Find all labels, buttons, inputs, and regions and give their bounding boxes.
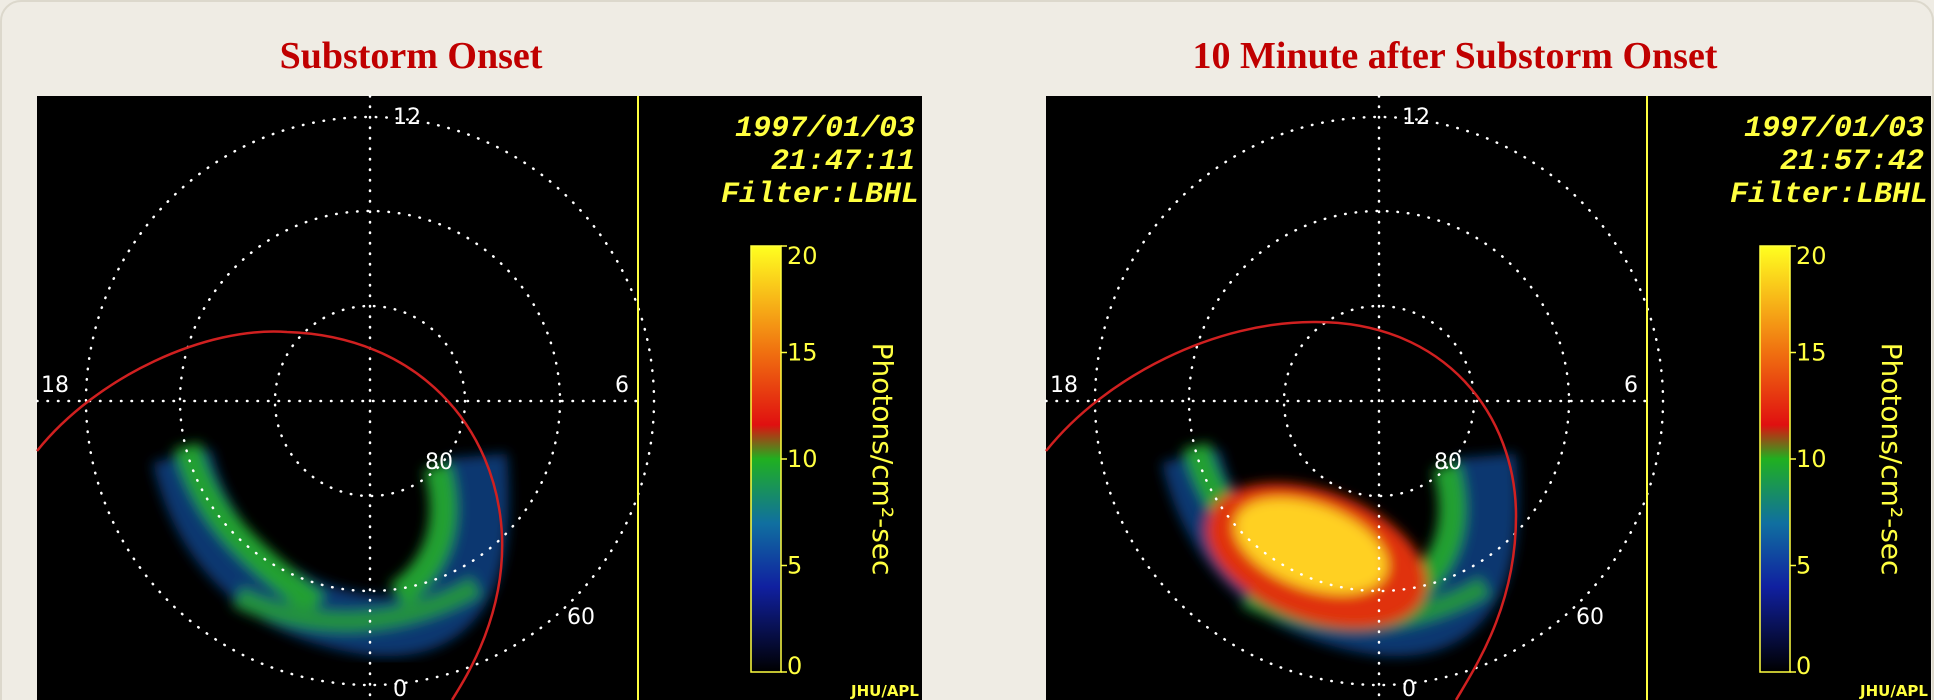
- grid-label: 60: [1576, 605, 1604, 630]
- credit: JHU/APL: [850, 682, 919, 700]
- colorbar-tick-label: 0: [787, 652, 802, 680]
- colorbar-tick-label: 5: [1796, 552, 1811, 580]
- colorbar-label: Photons/cm²-sec: [1875, 343, 1908, 576]
- grid-label: 18: [41, 373, 69, 398]
- panel-title: Substorm Onset: [280, 35, 543, 77]
- colorbar-tick-label: 10: [1796, 445, 1827, 473]
- grid-label: 60: [567, 605, 595, 630]
- colorbar-tick-label: 15: [787, 339, 818, 367]
- colorbar-tick-label: 20: [787, 242, 818, 270]
- figure: Substorm Onset12186080601997/01/0321:47:…: [0, 0, 1934, 700]
- grid-label: 80: [1434, 450, 1462, 475]
- grid-label: 80: [425, 450, 453, 475]
- grid-label: 0: [1402, 677, 1416, 700]
- grid-label: 18: [1050, 373, 1078, 398]
- colorbar-tick-label: 15: [1796, 339, 1827, 367]
- colorbar-tick-label: 20: [1796, 242, 1827, 270]
- filter: Filter:LBHL: [1730, 178, 1928, 212]
- colorbar-tick-label: 5: [787, 552, 802, 580]
- grid-label: 12: [1402, 105, 1430, 130]
- date: 1997/01/03: [735, 112, 915, 146]
- grid-label: 12: [393, 105, 421, 130]
- filter: Filter:LBHL: [721, 178, 919, 212]
- colorbar-tick-label: 0: [1796, 652, 1811, 680]
- grid-label: 0: [393, 677, 407, 700]
- colorbar: [1760, 246, 1790, 672]
- date: 1997/01/03: [1744, 112, 1924, 146]
- time: 21:47:11: [771, 145, 915, 179]
- colorbar-label: Photons/cm²-sec: [866, 343, 899, 576]
- colorbar-tick-label: 10: [787, 445, 818, 473]
- credit: JHU/APL: [1859, 682, 1928, 700]
- grid-label: 6: [1624, 373, 1638, 398]
- colorbar: [751, 246, 781, 672]
- grid-label: 6: [615, 373, 629, 398]
- panel-title: 10 Minute after Substorm Onset: [1193, 35, 1718, 77]
- time: 21:57:42: [1780, 145, 1924, 179]
